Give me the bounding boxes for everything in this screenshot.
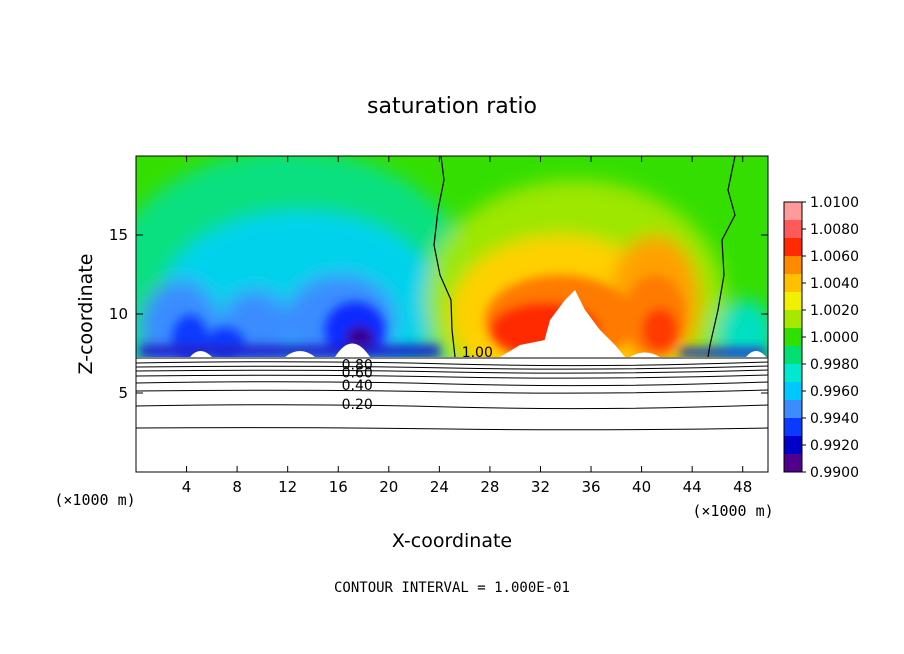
contour-label: 0.80 <box>342 358 373 374</box>
x-axis: 4 8 12 16 20 24 28 32 36 40 44 48 <box>182 156 752 496</box>
contour-label: 0.60 <box>342 365 373 381</box>
colorbar-swatch <box>784 202 802 221</box>
x-tick-label: 48 <box>733 478 752 496</box>
x-tick-label: 24 <box>430 478 449 496</box>
colorbar-label: 0.9940 <box>810 411 859 427</box>
colorbar-label: 0.9920 <box>810 438 859 454</box>
x-tick-label: 8 <box>232 478 242 496</box>
colorbar-swatch <box>784 238 802 257</box>
contour-label: 0.40 <box>342 378 373 394</box>
contour-labels: 1.00 0.800.600.40 0.20 <box>342 345 493 413</box>
y-tick-label: 15 <box>109 226 128 244</box>
colorbar: 1.0100 1.0080 1.0060 1.0040 1.0020 1.0000 0.99… <box>783 195 859 481</box>
chart-title: saturation ratio <box>367 94 537 119</box>
x-tick-label: 32 <box>531 478 550 496</box>
colorbar-swatch <box>784 256 802 275</box>
saturation-field <box>136 156 768 357</box>
contour-interval-footnote: CONTOUR INTERVAL = 1.000E-01 <box>334 580 570 596</box>
x-axis-label: X-coordinate <box>392 530 512 552</box>
y-tick-label: 10 <box>109 305 128 323</box>
x-unit-left: (×1000 m) <box>54 491 135 509</box>
colorbar-swatch <box>784 274 802 293</box>
colorbar-label: 1.0020 <box>810 303 859 319</box>
x-tick-label: 4 <box>182 478 192 496</box>
colorbar-swatch <box>784 418 802 437</box>
x-tick-label: 36 <box>581 478 600 496</box>
colorbar-label: 0.9980 <box>810 357 859 373</box>
y-tick-label: 5 <box>118 384 128 402</box>
colorbar-swatch <box>784 454 802 473</box>
plot-area: 1.00 0.800.600.40 0.20 <box>136 156 768 472</box>
colorbar-label: 0.9900 <box>810 465 859 481</box>
colorbar-swatch <box>784 310 802 329</box>
x-tick-label: 40 <box>632 478 651 496</box>
colorbar-label: 1.0060 <box>810 249 859 265</box>
colorbar-swatch <box>784 400 802 419</box>
x-tick-label: 12 <box>278 478 297 496</box>
colorbar-label: 1.0000 <box>810 330 859 346</box>
colorbar-label: 1.0100 <box>810 195 859 211</box>
colorbar-label: 0.9960 <box>810 384 859 400</box>
colorbar-label: 1.0080 <box>810 222 859 238</box>
x-tick-label: 44 <box>683 478 702 496</box>
colorbar-swatch <box>784 436 802 455</box>
colorbar-swatch <box>784 292 802 311</box>
x-unit-right: (×1000 m) <box>692 502 773 520</box>
y-axis: 5 10 15 <box>109 226 768 402</box>
colorbar-swatch <box>784 346 802 365</box>
colorbar-label: 1.0040 <box>810 276 859 292</box>
colorbar-swatch <box>784 328 802 347</box>
colorbar-swatch <box>784 382 802 401</box>
colorbar-swatch <box>784 220 802 239</box>
y-axis-label: Z-coordinate <box>75 254 97 375</box>
contour-lines <box>136 357 768 431</box>
colorbar-swatch <box>784 364 802 383</box>
x-tick-label: 28 <box>480 478 499 496</box>
contour-label: 0.20 <box>342 397 373 413</box>
x-tick-label: 20 <box>379 478 398 496</box>
contour-label: 1.00 <box>462 345 493 361</box>
x-tick-label: 16 <box>329 478 348 496</box>
